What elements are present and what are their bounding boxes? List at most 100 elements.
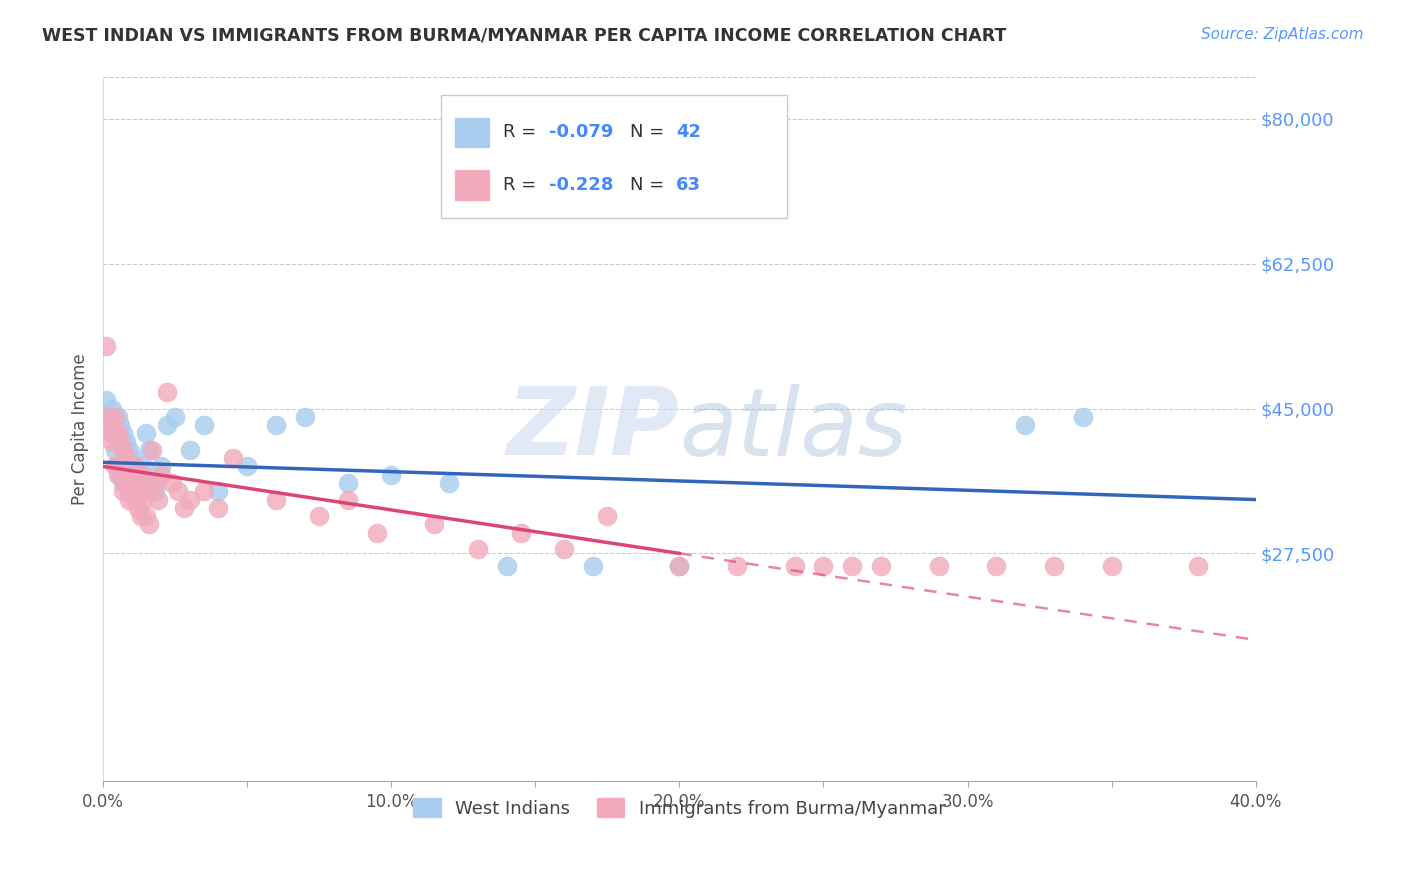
Point: [337, 492, 360, 507]
Point: [97, 409, 120, 424]
Point: [124, 459, 146, 474]
Point: [294, 409, 316, 424]
Point: [725, 558, 748, 573]
Point: [107, 409, 129, 424]
Point: [596, 509, 619, 524]
Point: [121, 467, 143, 482]
Point: [97, 409, 120, 424]
Point: [107, 467, 129, 482]
Point: [127, 500, 149, 515]
Point: [813, 558, 835, 573]
Point: [146, 492, 169, 507]
Point: [841, 558, 863, 573]
Point: [155, 418, 177, 433]
Point: [112, 484, 135, 499]
Point: [110, 418, 132, 433]
Point: [124, 492, 146, 507]
Text: ZIP: ZIP: [506, 384, 679, 475]
Point: [264, 418, 287, 433]
Text: R =: R =: [503, 176, 543, 194]
FancyBboxPatch shape: [441, 95, 786, 219]
Point: [149, 459, 172, 474]
Point: [124, 459, 146, 474]
Point: [132, 467, 155, 482]
Text: -0.228: -0.228: [550, 176, 613, 194]
Point: [495, 178, 517, 192]
Point: [104, 418, 127, 433]
Y-axis label: Per Capita Income: Per Capita Income: [72, 353, 89, 505]
Point: [143, 484, 166, 499]
Point: [121, 476, 143, 491]
Point: [143, 476, 166, 491]
Point: [112, 426, 135, 441]
Point: [118, 492, 141, 507]
Point: [141, 442, 163, 457]
Text: 42: 42: [676, 123, 702, 141]
Text: N =: N =: [630, 176, 669, 194]
Point: [118, 459, 141, 474]
Point: [138, 484, 160, 499]
Point: [553, 542, 575, 557]
Point: [165, 409, 187, 424]
Point: [236, 459, 259, 474]
Point: [870, 558, 893, 573]
Point: [380, 467, 402, 482]
Point: [104, 442, 127, 457]
Point: [366, 525, 388, 540]
Point: [97, 418, 120, 433]
Point: [783, 558, 806, 573]
Point: [132, 459, 155, 474]
Point: [110, 459, 132, 474]
Text: 63: 63: [676, 176, 702, 194]
Point: [423, 517, 446, 532]
Point: [162, 476, 184, 491]
Point: [986, 558, 1008, 573]
Point: [668, 558, 690, 573]
Point: [1071, 409, 1094, 424]
Point: [127, 467, 149, 482]
Point: [668, 558, 690, 573]
Point: [135, 476, 157, 491]
Point: [94, 393, 117, 408]
Point: [100, 434, 122, 449]
Point: [193, 418, 215, 433]
Point: [100, 426, 122, 441]
Point: [121, 451, 143, 466]
Point: [118, 484, 141, 499]
FancyBboxPatch shape: [454, 118, 489, 147]
Point: [337, 476, 360, 491]
Point: [928, 558, 950, 573]
Point: [115, 434, 138, 449]
Point: [179, 442, 201, 457]
Point: [135, 426, 157, 441]
Point: [135, 509, 157, 524]
Point: [115, 459, 138, 474]
Point: [207, 484, 229, 499]
Text: -0.079: -0.079: [550, 123, 613, 141]
Point: [509, 525, 531, 540]
Point: [467, 542, 489, 557]
Point: [1187, 558, 1209, 573]
Point: [115, 451, 138, 466]
Point: [308, 509, 330, 524]
Text: WEST INDIAN VS IMMIGRANTS FROM BURMA/MYANMAR PER CAPITA INCOME CORRELATION CHART: WEST INDIAN VS IMMIGRANTS FROM BURMA/MYA…: [42, 27, 1007, 45]
Point: [1014, 418, 1036, 433]
Point: [94, 339, 117, 353]
Point: [107, 426, 129, 441]
Legend: West Indians, Immigrants from Burma/Myanmar: West Indians, Immigrants from Burma/Myan…: [406, 791, 952, 825]
Point: [110, 434, 132, 449]
Point: [222, 451, 245, 466]
Point: [155, 384, 177, 399]
Point: [149, 467, 172, 482]
Point: [112, 476, 135, 491]
Point: [437, 476, 460, 491]
Point: [132, 492, 155, 507]
Text: atlas: atlas: [679, 384, 908, 475]
Text: R =: R =: [503, 123, 543, 141]
Point: [100, 426, 122, 441]
Text: N =: N =: [630, 123, 669, 141]
Point: [173, 500, 195, 515]
Point: [138, 442, 160, 457]
Point: [495, 558, 517, 573]
Point: [167, 484, 190, 499]
